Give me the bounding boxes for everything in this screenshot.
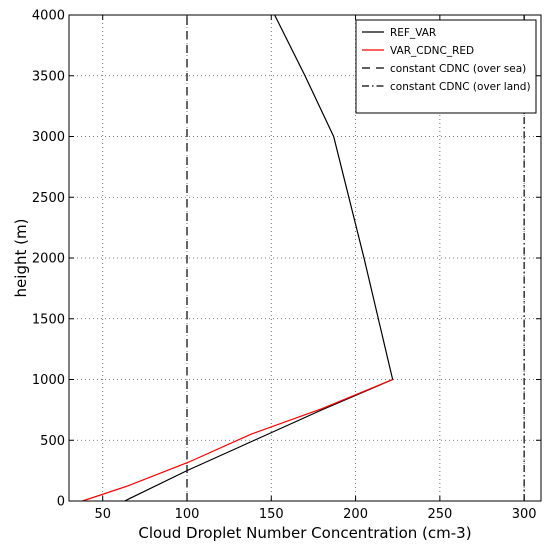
series-line-1 [82,378,393,502]
x-tick-label: 250 [427,507,452,522]
series-line-0 [124,14,394,502]
y-tick-label: 3000 [32,130,65,145]
y-tick-label: 0 [57,495,65,510]
legend-label: constant CDNC (over sea) [390,63,526,75]
y-tick-label: 3500 [32,69,65,84]
y-tick-label: 1500 [32,312,65,327]
x-tick-label: 200 [343,507,368,522]
y-tick-label: 500 [40,434,65,449]
x-tick-label: 300 [512,507,537,522]
legend-label: VAR_CDNC_RED [390,45,474,57]
x-axis-title: Cloud Droplet Number Concentration (cm-3… [138,524,471,542]
axis-ticks: 50 100 150 200 250 30005001000150020002500300… [32,9,541,522]
y-tick-label: 1000 [32,373,65,388]
legend-label: REF_VAR [390,27,436,39]
x-tick-label: 150 [259,507,284,522]
y-axis-title: height (m) [12,219,30,298]
y-tick-label: 2500 [32,191,65,206]
y-tick-label: 4000 [32,9,65,24]
x-tick-label: 100 [175,507,200,522]
legend: REF_VAR VAR_CDNC_RED constant CDNC (over s… [355,19,537,114]
series-lines [82,14,525,502]
x-tick-label: 50 [94,507,111,522]
y-tick-label: 2000 [32,252,65,267]
legend-label: constant CDNC (over land) [390,81,531,93]
legend-box [355,19,537,114]
